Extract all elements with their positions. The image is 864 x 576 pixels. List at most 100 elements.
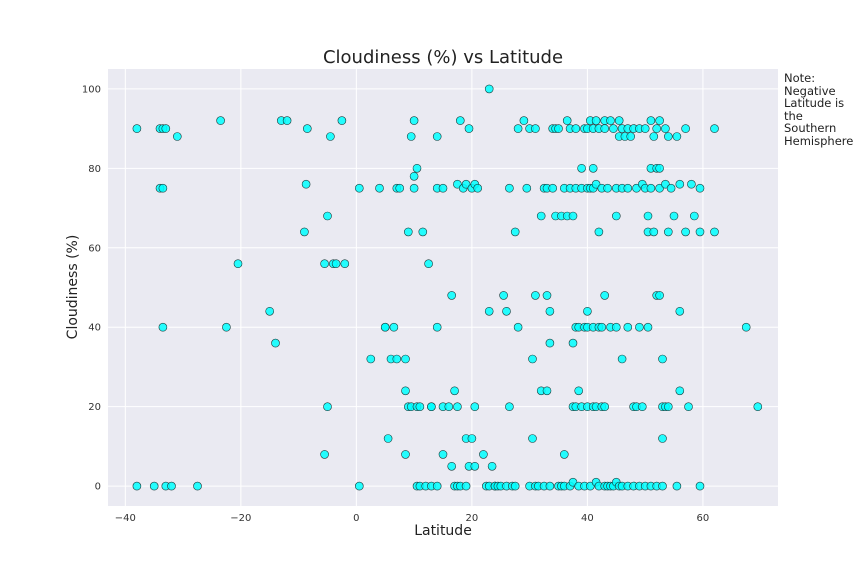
data-point [505, 183, 514, 193]
data-point [591, 116, 601, 125]
data-point [380, 322, 390, 332]
x-tick-labels: −40 −20 0 20 40 60 [115, 513, 710, 524]
data-point [635, 322, 644, 332]
data-point [392, 354, 402, 364]
data-point [233, 259, 243, 269]
data-point [406, 132, 416, 141]
data-point [427, 402, 436, 412]
data-point [594, 227, 604, 237]
data-point [453, 402, 462, 412]
data-point [418, 227, 428, 237]
data-point [409, 183, 419, 193]
data-point [409, 172, 419, 181]
data-point [531, 124, 540, 133]
data-point [401, 354, 410, 364]
y-axis-label: Cloudiness (%) [65, 235, 81, 340]
data-point [603, 183, 612, 193]
data-point [323, 402, 332, 412]
data-point [432, 481, 442, 491]
data-point [611, 211, 621, 221]
x-tick-label: −20 [230, 513, 251, 524]
data-point [461, 481, 471, 491]
data-point [568, 338, 578, 348]
data-point [161, 124, 171, 133]
data-point [597, 322, 607, 332]
data-point [646, 183, 656, 193]
data-point [470, 461, 480, 471]
data-point [403, 227, 413, 237]
data-point [655, 116, 664, 125]
data-point [467, 434, 477, 443]
data-point [522, 183, 532, 193]
data-point [484, 306, 494, 316]
grid-lines [108, 69, 778, 506]
data-point [222, 322, 231, 332]
data-point [395, 183, 405, 193]
chart-title: Cloudiness (%) vs Latitude [323, 47, 563, 68]
data-point [320, 450, 329, 459]
data-point [513, 322, 523, 332]
data-point [646, 116, 656, 125]
data-point [401, 450, 410, 459]
data-point [658, 354, 667, 364]
data-point [687, 179, 696, 189]
hemisphere-note: Note: Negative Latitude is the Southern … [784, 72, 864, 147]
x-tick-label: 20 [466, 513, 479, 524]
data-point [444, 402, 454, 412]
data-point [658, 434, 667, 443]
data-point [464, 124, 474, 133]
data-point [609, 124, 618, 133]
data-point [167, 481, 176, 491]
x-tick-label: −40 [115, 513, 136, 524]
data-point [340, 259, 350, 269]
y-tick-label: 100 [82, 84, 101, 95]
data-point [655, 164, 664, 173]
note-line: Southern [784, 121, 837, 135]
y-tick-label: 40 [88, 323, 101, 334]
data-point [323, 211, 332, 221]
y-tick-label: 0 [95, 482, 101, 493]
x-tick-label: 40 [581, 513, 594, 524]
data-point [675, 179, 685, 189]
data-point [216, 116, 225, 125]
y-tick-label: 60 [88, 243, 101, 254]
data-point [432, 322, 442, 332]
data-point [158, 322, 168, 332]
data-point [606, 116, 615, 125]
data-point [510, 227, 520, 237]
data-point [383, 434, 393, 443]
x-tick-label: 60 [697, 513, 710, 524]
data-point [661, 124, 670, 133]
x-axis-label: Latitude [414, 523, 472, 539]
data-point [331, 259, 341, 269]
data-point [643, 211, 653, 221]
data-point [710, 124, 719, 133]
data-point [554, 124, 563, 133]
data-point [614, 116, 624, 125]
data-point [302, 124, 312, 133]
data-point [675, 306, 685, 316]
data-point [658, 481, 667, 491]
data-point [513, 124, 523, 133]
data-point [337, 116, 347, 125]
note-line: Hemisphere [784, 133, 854, 148]
data-point [479, 450, 488, 459]
data-point [689, 211, 699, 221]
data-point [663, 227, 673, 237]
data-point [655, 291, 664, 300]
data-point [623, 322, 633, 332]
data-point [600, 124, 610, 133]
data-point [545, 481, 555, 491]
data-point [320, 259, 329, 269]
data-point [193, 481, 202, 491]
data-point [510, 481, 520, 491]
data-point [672, 132, 682, 141]
note-line: Note: [784, 71, 816, 85]
data-point [528, 434, 537, 443]
data-point [545, 306, 555, 316]
data-point [577, 164, 586, 173]
data-point [354, 183, 364, 193]
y-tick-label: 80 [88, 164, 101, 175]
data-point [536, 211, 546, 221]
